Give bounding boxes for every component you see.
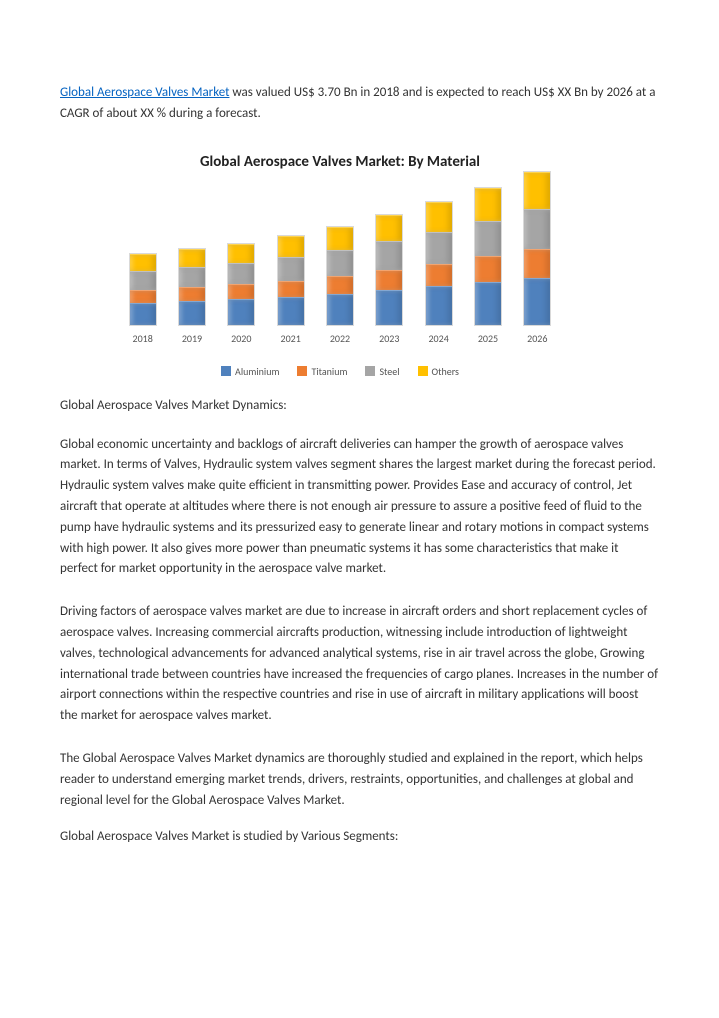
bar-segment-aluminium — [475, 282, 501, 325]
bar-segment-others — [475, 188, 501, 221]
chart-legend: Aluminium Titanium Steel Others — [110, 359, 570, 378]
legend-swatch-icon — [297, 366, 307, 376]
bar-group: 2026 — [519, 171, 555, 345]
bar-group: 2024 — [421, 201, 457, 345]
bar-segment-aluminium — [524, 278, 550, 325]
legend-swatch-icon — [365, 366, 375, 376]
bar-segment-steel — [376, 241, 402, 270]
bar-segment-others — [376, 215, 402, 242]
bar-stack — [474, 187, 502, 326]
bar-segment-others — [228, 244, 254, 263]
bar-category-label: 2018 — [133, 332, 153, 345]
bar-segment-aluminium — [179, 301, 205, 324]
bar-category-label: 2022 — [330, 332, 350, 345]
bar-segment-others — [179, 249, 205, 267]
bar-category-label: 2019 — [182, 332, 202, 345]
bar-segment-titanium — [524, 249, 550, 278]
bar-stack — [375, 214, 403, 326]
bar-stack — [227, 243, 255, 326]
bar-segment-aluminium — [426, 286, 452, 324]
bar-segment-aluminium — [228, 299, 254, 325]
bar-segment-steel — [524, 209, 550, 248]
legend-swatch-icon — [221, 366, 231, 376]
bar-segment-titanium — [426, 264, 452, 286]
legend-item: Steel — [365, 365, 399, 378]
bar-stack — [178, 248, 206, 326]
bar-segment-titanium — [228, 284, 254, 299]
bar-segment-others — [524, 172, 550, 209]
document-page: Global Aerospace Valves Market was value… — [0, 0, 719, 897]
bar-segment-aluminium — [376, 290, 402, 324]
bar-segment-steel — [426, 232, 452, 264]
legend-swatch-icon — [418, 366, 428, 376]
bar-segment-titanium — [179, 287, 205, 301]
bar-segment-steel — [228, 263, 254, 284]
bar-group: 2022 — [322, 226, 358, 345]
bar-stack — [425, 201, 453, 326]
bar-segment-titanium — [475, 256, 501, 282]
body-paragraph-2: Driving factors of aerospace valves mark… — [60, 602, 659, 727]
bar-group: 2020 — [223, 243, 259, 345]
bar-category-label: 2021 — [281, 332, 301, 345]
bar-segment-steel — [475, 221, 501, 256]
bar-segment-aluminium — [327, 294, 353, 325]
bar-segment-others — [278, 236, 304, 257]
bar-segment-steel — [179, 267, 205, 287]
material-chart: Global Aerospace Valves Market: By Mater… — [110, 153, 570, 378]
bar-category-label: 2025 — [478, 332, 498, 345]
bar-group: 2019 — [174, 248, 210, 345]
bar-stack — [523, 171, 551, 326]
intro-paragraph: Global Aerospace Valves Market was value… — [60, 83, 659, 125]
bar-category-label: 2026 — [527, 332, 547, 345]
bar-segment-aluminium — [278, 297, 304, 325]
legend-item: Titanium — [297, 365, 347, 378]
bar-segment-aluminium — [130, 303, 156, 324]
legend-label: Others — [432, 365, 459, 378]
body-paragraph-1: Global economic uncertainty and backlogs… — [60, 435, 659, 581]
bar-segment-others — [327, 227, 353, 250]
dynamics-heading: Global Aerospace Valves Market Dynamics: — [60, 398, 659, 413]
bar-segment-steel — [130, 271, 156, 290]
bar-group: 2023 — [371, 214, 407, 345]
market-link[interactable]: Global Aerospace Valves Market — [60, 85, 229, 100]
bar-segment-others — [426, 202, 452, 232]
bar-group: 2021 — [273, 235, 309, 345]
bar-segment-others — [130, 254, 156, 271]
bar-segment-titanium — [327, 276, 353, 294]
legend-label: Steel — [379, 365, 399, 378]
bar-category-label: 2024 — [428, 332, 448, 345]
bar-segment-titanium — [376, 270, 402, 290]
bar-stack — [277, 235, 305, 326]
bar-stack — [129, 253, 157, 325]
legend-item: Aluminium — [221, 365, 279, 378]
chart-title: Global Aerospace Valves Market: By Mater… — [110, 153, 570, 171]
legend-label: Titanium — [311, 365, 347, 378]
chart-bars-area: 2018 2019 2020 2021 2022 2023 2024 2025 2026 — [110, 185, 570, 345]
body-paragraph-3: The Global Aerospace Valves Market dynam… — [60, 749, 659, 811]
bar-stack — [326, 226, 354, 326]
legend-label: Aluminium — [235, 365, 279, 378]
bar-group: 2018 — [125, 253, 161, 344]
bar-segment-titanium — [130, 290, 156, 303]
legend-item: Others — [418, 365, 459, 378]
bar-segment-steel — [327, 250, 353, 276]
segments-heading: Global Aerospace Valves Market is studie… — [60, 829, 659, 844]
bar-category-label: 2020 — [231, 332, 251, 345]
bar-segment-steel — [278, 257, 304, 280]
bar-segment-titanium — [278, 281, 304, 297]
bar-group: 2025 — [470, 187, 506, 345]
bar-category-label: 2023 — [379, 332, 399, 345]
